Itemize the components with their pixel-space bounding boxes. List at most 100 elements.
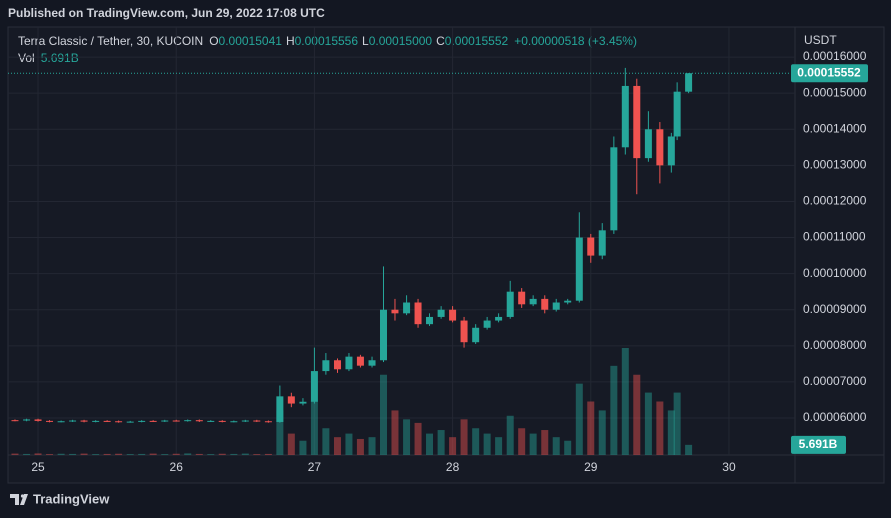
x-tick-label: 28 [446, 460, 460, 474]
volume-bar [644, 392, 652, 455]
y-tick-label: 0.00012000 [803, 194, 867, 208]
last-price-label: 0.00015552 [797, 65, 861, 79]
volume-bar [656, 401, 664, 455]
x-tick-label: 29 [584, 460, 598, 474]
y-tick-label: 0.00008000 [803, 338, 867, 352]
volume-bar [587, 401, 595, 455]
candle-body [126, 421, 134, 423]
volume-bar [299, 440, 307, 455]
candle-body [218, 420, 226, 422]
volume-bar [253, 454, 261, 455]
y-tick-label: 0.00011000 [803, 230, 866, 244]
candle-body [564, 300, 572, 303]
volume-bar [356, 438, 364, 455]
candle-body [195, 420, 203, 422]
change-value: +0.00000518 (+3.45%) [514, 34, 637, 48]
ohlc-value: 0.00015041 [219, 34, 283, 48]
candle-body [287, 396, 295, 404]
volume-bar [460, 419, 468, 455]
volume-bar [380, 374, 388, 455]
volume-bar [92, 454, 100, 455]
candle-body [380, 309, 388, 361]
volume-bar [437, 430, 445, 455]
candle-body [92, 420, 100, 422]
volume-bar [414, 422, 422, 455]
candle-body [241, 420, 249, 422]
volume-bar [529, 433, 537, 455]
volume-tag-label: 5.691B [799, 437, 838, 451]
y-tick-label: 0.00016000 [803, 49, 867, 63]
ohlc-value: 0.00015552 [445, 34, 509, 48]
candle-body [587, 237, 595, 256]
candle-body [356, 356, 364, 366]
candle-body [472, 327, 480, 343]
volume-tag [791, 435, 846, 454]
chart-title: Terra Classic / Tether, 30, KUCOIN [18, 34, 203, 48]
volume-bar [264, 453, 272, 455]
y-tick-label: 0.00015000 [803, 85, 867, 99]
volume-bar [207, 454, 215, 455]
candle-body [69, 420, 77, 422]
candle-body [667, 136, 675, 166]
volume-bar [518, 428, 526, 455]
candle-body [345, 356, 353, 370]
chart-panel [7, 26, 885, 484]
y-tick-label: 0.00010000 [803, 266, 867, 280]
volume-bar [495, 437, 503, 455]
candle-body [437, 309, 445, 317]
volume-bar [564, 440, 572, 455]
candle-body [673, 91, 681, 137]
candle-body [23, 419, 31, 421]
candle-body [598, 230, 606, 256]
volume-bar [46, 454, 54, 455]
volume-bar [449, 437, 457, 455]
volume-bar [218, 453, 226, 455]
volume-bar [633, 374, 641, 455]
candle-body [495, 316, 503, 321]
tradingview-logo [10, 494, 28, 505]
volume-bar [34, 453, 42, 455]
volume-bar [333, 437, 341, 455]
candle-body [483, 320, 491, 328]
y-tick-label: 0.00014000 [803, 121, 867, 135]
candle-body [80, 420, 88, 422]
volume-bar [57, 453, 65, 455]
volume-bar [230, 453, 238, 455]
candle-body [575, 237, 583, 301]
volume-bar [276, 410, 284, 455]
candle-body [115, 421, 123, 423]
volume-bar [138, 453, 146, 455]
candle-body [644, 129, 652, 159]
x-tick-label: 26 [170, 460, 184, 474]
volume-bar [287, 433, 295, 455]
candle-body [11, 420, 19, 422]
volume-value: 5.691B [41, 51, 79, 65]
candle-body [426, 316, 434, 325]
candle-body [518, 291, 526, 305]
x-tick-label: 30 [722, 460, 736, 474]
candle-body [34, 419, 42, 421]
footer-brand: TradingView [33, 491, 110, 506]
ohlc-key: C [436, 34, 445, 48]
volume-bar [126, 454, 134, 455]
candle-body [333, 360, 341, 370]
volume-bar [621, 348, 629, 455]
candle-body [184, 420, 192, 422]
candle-body [621, 85, 629, 148]
volume-bar [598, 410, 606, 455]
candle-body [161, 420, 169, 422]
volume-bar [103, 453, 111, 455]
ohlc-value: 0.00015000 [369, 34, 433, 48]
candle-body [541, 298, 549, 310]
volume-bar [149, 453, 157, 455]
candle-body [172, 420, 180, 422]
volume-name: Vol [18, 51, 35, 65]
candle-body [276, 396, 284, 422]
candle-body [685, 73, 693, 92]
volume-bar [161, 454, 169, 455]
y-axis-label: USDT [804, 33, 837, 47]
candle-body [103, 420, 111, 422]
candle-body [299, 401, 307, 404]
ohlc-key: L [362, 34, 369, 48]
